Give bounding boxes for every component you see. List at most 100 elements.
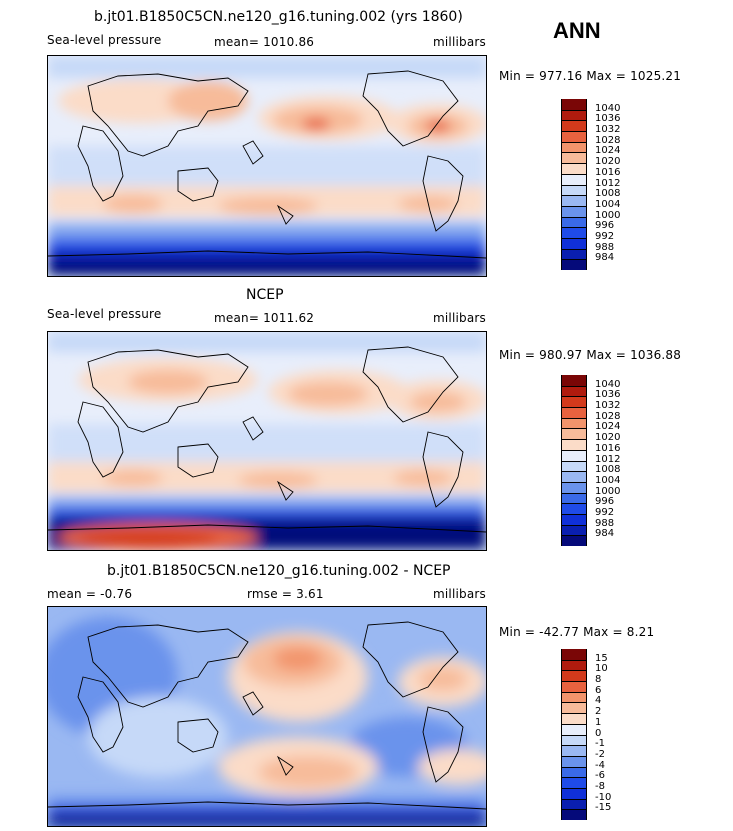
colorbar-swatch [562, 723, 586, 735]
colorbar-swatch [562, 492, 586, 504]
colorbar-tick-label: 1032 [595, 124, 621, 136]
rmse-label: rmse = 3.61 [247, 587, 324, 601]
colorbar-tick-label: 1004 [595, 474, 621, 486]
colorbar-swatch [562, 691, 586, 703]
colorbar-swatch [562, 375, 586, 386]
panel-title: b.jt01.B1850C5CN.ne120_g16.tuning.002 (y… [94, 9, 463, 25]
colorbar-tick-label: 1 [595, 716, 602, 728]
colorbar-tick-label: -2 [595, 748, 605, 760]
colorbar-tick-label: 1028 [595, 410, 621, 422]
colorbar-tick-label: 1032 [595, 400, 621, 412]
colorbar-tick-label: 15 [595, 652, 608, 664]
colorbar-swatch [562, 131, 586, 142]
colorbar-swatch [562, 524, 586, 536]
colorbar-tick-label: -8 [595, 780, 605, 792]
colorbar-swatch [562, 184, 586, 196]
colorbar-swatch [562, 535, 586, 546]
map-contours [48, 56, 486, 276]
colorbar-tick-label: 1040 [595, 378, 621, 390]
map-plot [47, 331, 487, 551]
units-label: millibars [433, 311, 486, 325]
map-plot [47, 55, 487, 277]
colorbar-tick-label: 996 [595, 496, 615, 508]
colorbar-tick-label: -15 [595, 802, 612, 814]
colorbar-swatch [562, 259, 586, 270]
variable-label: Sea-level pressure [47, 307, 162, 321]
colorbar-tick-label: 1016 [595, 442, 621, 454]
colorbar-swatch [562, 173, 586, 185]
units-label: millibars [433, 587, 486, 601]
mean-label: mean = -0.76 [47, 587, 133, 601]
map-contours [48, 607, 486, 826]
colorbar-swatch [562, 407, 586, 418]
map-plot [47, 606, 487, 827]
colorbar-swatch [562, 649, 586, 660]
colorbar-swatch [562, 503, 586, 514]
colorbar-tick-label: 992 [595, 230, 615, 242]
colorbar-swatch [562, 205, 586, 217]
panel-title: NCEP [246, 287, 284, 303]
colorbar-swatch [562, 670, 586, 682]
colorbar-tick-label: -10 [595, 791, 612, 803]
colorbar-swatch [562, 237, 586, 249]
colorbar-swatch [562, 109, 586, 121]
colorbar [561, 375, 587, 546]
colorbar-swatch [562, 227, 586, 238]
colorbar-swatch [562, 141, 586, 153]
colorbar-swatch [562, 481, 586, 493]
colorbar-tick-label: 0 [595, 727, 602, 739]
colorbar-swatch [562, 439, 586, 450]
colorbar-swatch [562, 766, 586, 778]
colorbar-swatch [562, 755, 586, 767]
colorbar-swatch [562, 745, 586, 756]
colorbar-tick-label: -1 [595, 738, 605, 750]
colorbar-tick-label: -4 [595, 759, 605, 771]
colorbar-tick-label: 984 [595, 528, 615, 540]
colorbar-swatch [562, 777, 586, 788]
colorbar-tick-label: 1008 [595, 188, 621, 200]
colorbar-tick-label: 988 [595, 517, 615, 529]
colorbar-swatch [562, 385, 586, 397]
colorbar-tick-label: 988 [595, 241, 615, 253]
colorbar-swatch [562, 734, 586, 746]
colorbar-swatch [562, 216, 586, 228]
mean-label: mean= 1010.86 [214, 35, 315, 49]
colorbar-swatch [562, 248, 586, 260]
colorbar-swatch [562, 163, 586, 174]
colorbar-swatch [562, 99, 586, 110]
minmax-label: Min = 977.16 Max = 1025.21 [499, 69, 682, 83]
colorbar-tick-label: 1040 [595, 102, 621, 114]
colorbar-swatch [562, 787, 586, 799]
colorbar-swatch [562, 449, 586, 461]
colorbar-swatch [562, 513, 586, 525]
colorbar-tick-label: 8 [595, 674, 602, 686]
colorbar-tick-label: 1016 [595, 166, 621, 178]
colorbar-tick-label: 1004 [595, 198, 621, 210]
colorbar-tick-label: 1020 [595, 156, 621, 168]
colorbar-swatch [562, 681, 586, 692]
mean-label: mean= 1011.62 [214, 311, 315, 325]
colorbar-swatch [562, 659, 586, 671]
colorbar-tick-label: 984 [595, 252, 615, 264]
colorbar-tick-label: 1008 [595, 464, 621, 476]
colorbar-tick-label: 6 [595, 684, 602, 696]
colorbar-swatch [562, 396, 586, 408]
colorbar-tick-label: 1024 [595, 421, 621, 433]
colorbar-tick-label: 1028 [595, 134, 621, 146]
colorbar-swatch [562, 798, 586, 810]
colorbar-swatch [562, 809, 586, 820]
units-label: millibars [433, 35, 486, 49]
colorbar-tick-label: 1020 [595, 432, 621, 444]
colorbar-swatch [562, 152, 586, 164]
variable-label: Sea-level pressure [47, 33, 162, 47]
colorbar-swatch [562, 120, 586, 132]
colorbar-tick-label: 1000 [595, 209, 621, 221]
colorbar-tick-label: 1024 [595, 145, 621, 157]
minmax-label: Min = 980.97 Max = 1036.88 [499, 348, 682, 362]
colorbar [561, 649, 587, 820]
colorbar [561, 99, 587, 270]
colorbar-tick-label: 1036 [595, 389, 621, 401]
minmax-label: Min = -42.77 Max = 8.21 [499, 625, 655, 639]
colorbar-swatch [562, 428, 586, 440]
colorbar-tick-label: 2 [595, 706, 602, 718]
